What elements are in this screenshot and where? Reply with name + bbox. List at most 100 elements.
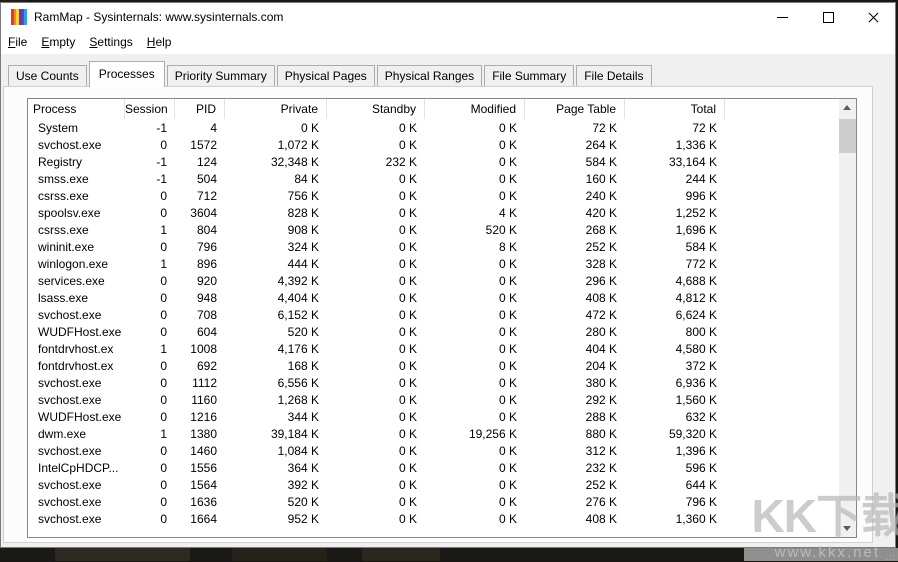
cell-process: svchost.exe: [38, 495, 102, 509]
cell-page-table: 280 K: [585, 325, 617, 339]
table-row[interactable]: WUDFHost.exe 0 1216 344 K 0 K 0 K 288 K 632 K: [28, 409, 839, 426]
cell-standby: 0 K: [398, 342, 417, 356]
cell-private: 520 K: [287, 325, 319, 339]
menu-item-file[interactable]: File: [8, 35, 28, 49]
table-row[interactable]: csrss.exe 1 804 908 K 0 K 520 K 268 K 1,696 K: [28, 222, 839, 239]
cell-page-table: 292 K: [585, 393, 617, 407]
table-row[interactable]: WUDFHost.exe 0 604 520 K 0 K 0 K 280 K 800 K: [28, 324, 839, 341]
cell-modified: 0 K: [498, 138, 517, 152]
cell-process: IntelCpHDCP...: [38, 461, 119, 475]
cell-pid: 896: [196, 257, 217, 271]
cell-filler: [725, 222, 839, 239]
cell-private: 364 K: [287, 461, 319, 475]
minimize-button[interactable]: [760, 3, 805, 31]
column-header-modified[interactable]: Modified: [425, 99, 525, 119]
table-row[interactable]: IntelCpHDCP... 0 1556 364 K 0 K 0 K 232 K 596 K: [28, 460, 839, 477]
table-row[interactable]: lsass.exe 0 948 4,404 K 0 K 0 K 408 K 4,812 K: [28, 290, 839, 307]
table-row[interactable]: spoolsv.exe 0 3604 828 K 0 K 4 K 420 K 1,252 K: [28, 205, 839, 222]
cell-modified: 0 K: [498, 325, 517, 339]
cell-session: 0: [160, 444, 167, 458]
table-row[interactable]: svchost.exe 0 708 6,152 K 0 K 0 K 472 K 6,624 K: [28, 307, 839, 324]
cell-session: 1: [160, 257, 167, 271]
table-row[interactable]: smss.exe -1 504 84 K 0 K 0 K 160 K 244 K: [28, 171, 839, 188]
cell-pid: 3604: [190, 206, 217, 220]
tab-physical-ranges[interactable]: Physical Ranges: [376, 65, 483, 86]
cell-process: smss.exe: [38, 172, 89, 186]
menu-item-help[interactable]: Help: [146, 35, 172, 49]
close-button[interactable]: [850, 3, 895, 31]
cell-session: 0: [160, 410, 167, 424]
table-row[interactable]: svchost.exe 0 1564 392 K 0 K 0 K 252 K 644 K: [28, 477, 839, 494]
table-row[interactable]: svchost.exe 0 1664 952 K 0 K 0 K 408 K 1,360 K: [28, 511, 839, 528]
maximize-button[interactable]: [805, 3, 850, 31]
vertical-scrollbar[interactable]: [839, 99, 856, 537]
column-header-private[interactable]: Private: [225, 99, 327, 119]
column-header-page-table[interactable]: Page Table: [525, 99, 625, 119]
column-header-pid[interactable]: PID: [175, 99, 225, 119]
table-row[interactable]: System -1 4 0 K 0 K 0 K 72 K 72 K: [28, 120, 839, 137]
table-row[interactable]: Registry -1 124 32,348 K 232 K 0 K 584 K 33,164…: [28, 154, 839, 171]
cell-filler: [725, 188, 839, 205]
cell-filler: [725, 205, 839, 222]
cell-filler: [725, 137, 839, 154]
cell-session: -1: [156, 121, 167, 135]
table-row[interactable]: svchost.exe 0 1460 1,084 K 0 K 0 K 312 K 1,396 …: [28, 443, 839, 460]
table-row[interactable]: svchost.exe 0 1160 1,268 K 0 K 0 K 292 K 1,560 …: [28, 392, 839, 409]
cell-page-table: 328 K: [585, 257, 617, 271]
menu-item-settings[interactable]: Settings: [89, 35, 133, 49]
cell-modified: 0 K: [498, 359, 517, 373]
tab-use-counts[interactable]: Use Counts: [8, 65, 87, 86]
cell-private: 392 K: [287, 478, 319, 492]
cell-process: WUDFHost.exe: [38, 325, 122, 339]
cell-private: 6,556 K: [277, 376, 319, 390]
cell-modified: 0 K: [498, 257, 517, 271]
cell-filler: [725, 477, 839, 494]
cell-private: 39,184 K: [270, 427, 319, 441]
cell-pid: 708: [196, 308, 217, 322]
tab-strip: Use Counts Processes Priority Summary Physi…: [8, 60, 654, 87]
table-row[interactable]: svchost.exe 0 1572 1,072 K 0 K 0 K 264 K 1,336 …: [28, 137, 839, 154]
scroll-up-button[interactable]: [839, 99, 856, 116]
cell-standby: 0 K: [398, 359, 417, 373]
table-row[interactable]: svchost.exe 0 1636 520 K 0 K 0 K 276 K 796 K: [28, 494, 839, 511]
cell-page-table: 204 K: [585, 359, 617, 373]
cell-session: -1: [156, 172, 167, 186]
table-row[interactable]: dwm.exe 1 1380 39,184 K 0 K 19,256 K 880 K 59,3…: [28, 426, 839, 443]
cell-page-table: 408 K: [585, 291, 617, 305]
tab-processes[interactable]: Processes: [88, 61, 165, 87]
cell-private: 1,084 K: [277, 444, 319, 458]
scrollbar-thumb[interactable]: [839, 119, 856, 153]
cell-pid: 1556: [190, 461, 217, 475]
cell-page-table: 160 K: [585, 172, 617, 186]
tab-physical-pages[interactable]: Physical Pages: [276, 65, 375, 86]
cell-total: 6,624 K: [675, 308, 717, 322]
table-row[interactable]: csrss.exe 0 712 756 K 0 K 0 K 240 K 996 K: [28, 188, 839, 205]
tab-file-summary[interactable]: File Summary: [484, 65, 575, 86]
cell-total: 33,164 K: [668, 155, 717, 169]
table-row[interactable]: winlogon.exe 1 896 444 K 0 K 0 K 328 K 772 K: [28, 256, 839, 273]
table-row[interactable]: wininit.exe 0 796 324 K 0 K 8 K 252 K 584 K: [28, 239, 839, 256]
table-row[interactable]: fontdrvhost.ex 1 1008 4,176 K 0 K 0 K 404 K 4,5…: [28, 341, 839, 358]
scroll-up-icon: [843, 105, 851, 110]
cell-private: 324 K: [287, 240, 319, 254]
column-header-total[interactable]: Total: [625, 99, 725, 119]
table-row[interactable]: svchost.exe 0 1112 6,556 K 0 K 0 K 380 K 6,936 …: [28, 375, 839, 392]
column-header-session[interactable]: Session: [125, 99, 175, 119]
table-row[interactable]: services.exe 0 920 4,392 K 0 K 0 K 296 K 4,688 …: [28, 273, 839, 290]
column-header-process[interactable]: Process: [28, 99, 125, 119]
cell-total: 6,936 K: [675, 376, 717, 390]
cell-process: svchost.exe: [38, 393, 102, 407]
cell-filler: [725, 409, 839, 426]
menu-item-empty[interactable]: Empty: [41, 35, 76, 49]
cell-page-table: 276 K: [585, 495, 617, 509]
column-header-standby[interactable]: Standby: [327, 99, 425, 119]
tab-file-details[interactable]: File Details: [576, 65, 652, 86]
cell-standby: 0 K: [398, 393, 417, 407]
cell-modified: 0 K: [498, 478, 517, 492]
cell-filler: [725, 307, 839, 324]
tab-priority-summary[interactable]: Priority Summary: [166, 65, 275, 86]
table-row[interactable]: fontdrvhost.ex 0 692 168 K 0 K 0 K 204 K 372 K: [28, 358, 839, 375]
cell-modified: 0 K: [498, 155, 517, 169]
scroll-down-button[interactable]: [839, 520, 856, 537]
cell-session: 0: [160, 393, 167, 407]
